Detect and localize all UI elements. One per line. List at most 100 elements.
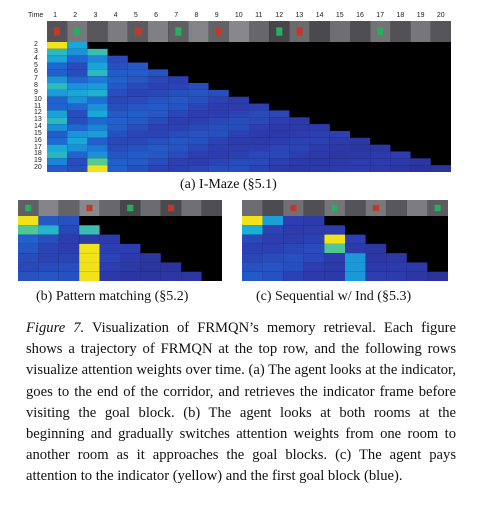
attention-cell-a — [269, 158, 290, 166]
attention-cell-a — [107, 76, 128, 84]
attention-cell-a — [228, 144, 249, 152]
attention-cell-a — [47, 76, 68, 84]
time-tick: 9 — [214, 12, 219, 19]
attention-cell-a — [309, 130, 330, 138]
attention-cell-a — [168, 144, 189, 152]
attention-cell-a — [208, 165, 229, 172]
attention-cell-c — [324, 225, 345, 235]
attention-cell-b — [99, 271, 120, 281]
attention-cell-c — [345, 271, 366, 281]
attention-cell-a — [47, 151, 68, 159]
attention-cell-c — [283, 234, 304, 244]
attention-cell-b — [120, 253, 141, 263]
attention-cell-a — [67, 158, 88, 166]
attention-cell-a — [329, 151, 350, 159]
trajectory-strip-a-marker — [215, 27, 222, 36]
attention-cell-b — [79, 262, 100, 272]
attention-cell-c — [262, 216, 284, 226]
attention-cell-a — [208, 124, 229, 131]
attention-cell-b — [38, 262, 59, 272]
attention-cell-c — [345, 234, 366, 244]
attention-cell-b — [58, 243, 80, 254]
trajectory-strip-b-frame — [181, 200, 202, 216]
time-tick: 5 — [133, 12, 138, 19]
attention-cell-a — [67, 62, 88, 70]
attention-cell-a — [87, 158, 108, 166]
trajectory-strip-a-marker — [276, 27, 283, 36]
attention-cell-a — [67, 83, 88, 90]
attention-cell-a — [188, 83, 209, 90]
attention-cell-a — [208, 144, 229, 152]
attention-cell-a — [249, 124, 270, 131]
attention-cell-c — [386, 271, 407, 281]
attention-cell-a — [350, 158, 371, 166]
attention-cell-a — [67, 42, 88, 49]
trajectory-strip-a-frame — [228, 21, 249, 42]
attention-cell-c — [283, 225, 304, 235]
attention-cell-c — [303, 234, 325, 244]
attention-cell-a — [228, 117, 249, 125]
attention-cell-b — [18, 216, 39, 226]
imaze-attention-heatmap — [47, 21, 451, 172]
row-label: 20 — [34, 164, 42, 172]
attention-cell-a — [67, 48, 88, 56]
attention-cell-a — [410, 158, 431, 166]
attention-cell-c — [242, 225, 263, 235]
attention-cell-a — [269, 144, 290, 152]
attention-cell-a — [87, 117, 108, 125]
attention-cell-a — [269, 130, 290, 138]
attention-cell-a — [47, 165, 68, 172]
attention-cell-a — [188, 103, 209, 111]
attention-cell-c — [365, 271, 387, 281]
attention-cell-b — [99, 262, 120, 272]
attention-cell-c — [303, 225, 325, 235]
attention-cell-c — [283, 253, 304, 263]
attention-cell-a — [390, 158, 411, 166]
pattern-matching-figure — [18, 200, 222, 281]
attention-cell-a — [269, 117, 290, 125]
attention-cell-c — [262, 234, 284, 244]
attention-cell-b — [79, 225, 100, 235]
attention-cell-a — [168, 130, 189, 138]
attention-cell-c — [283, 216, 304, 226]
attention-cell-a — [329, 158, 350, 166]
trajectory-strip-a-frame — [107, 21, 128, 42]
attention-cell-a — [67, 144, 88, 152]
attention-cell-a — [47, 144, 68, 152]
attention-cell-c — [262, 243, 284, 254]
attention-cell-a — [87, 55, 108, 63]
attention-cell-b — [18, 262, 39, 272]
attention-cell-c — [345, 262, 366, 272]
trajectory-strip-c-marker — [372, 204, 379, 212]
attention-cell-a — [87, 96, 108, 104]
attention-cell-a — [208, 130, 229, 138]
attention-cell-a — [107, 158, 128, 166]
attention-cell-c — [345, 243, 366, 254]
attention-cell-a — [168, 151, 189, 159]
attention-cell-a — [107, 62, 128, 70]
time-tick: 14 — [315, 12, 324, 19]
attention-cell-a — [87, 165, 108, 172]
attention-cell-a — [148, 137, 169, 145]
attention-cell-a — [370, 158, 391, 166]
trajectory-strip-b-frame — [140, 200, 161, 216]
attention-cell-b — [160, 271, 182, 281]
attention-cell-a — [107, 83, 128, 90]
attention-cell-a — [188, 89, 209, 97]
attention-cell-a — [107, 117, 128, 125]
attention-cell-a — [148, 69, 169, 77]
attention-cell-a — [67, 130, 88, 138]
trajectory-strip-a-frame — [309, 21, 330, 42]
attention-cell-c — [242, 253, 263, 263]
attention-cell-a — [329, 165, 350, 172]
attention-cell-c — [303, 253, 325, 263]
trajectory-strip-a-marker — [377, 27, 384, 36]
attention-cell-a — [127, 76, 148, 84]
attention-cell-a — [168, 117, 189, 125]
attention-cell-a — [208, 96, 229, 104]
attention-cell-a — [289, 144, 310, 152]
attention-cell-a — [168, 110, 189, 118]
attention-cell-b — [18, 225, 39, 235]
time-tick: 20 — [436, 12, 445, 19]
time-tick: 4 — [113, 12, 118, 19]
